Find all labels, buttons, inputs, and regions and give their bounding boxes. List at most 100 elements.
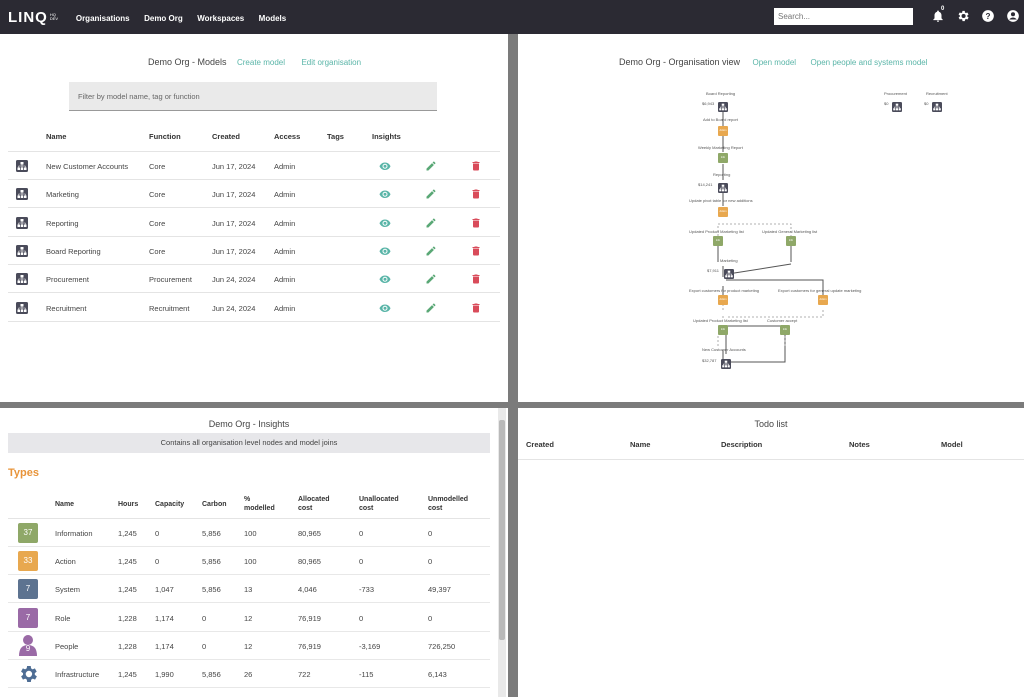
weekly-report-info-node[interactable]: Info: [718, 153, 728, 163]
insight-row[interactable]: 7 System 1,245 1,047 5,856 13 4,046 -733 49,397: [8, 575, 490, 604]
create-model-link[interactable]: Create model: [236, 58, 286, 67]
account-icon[interactable]: [1006, 9, 1020, 23]
type-modelled: 12: [244, 641, 253, 651]
table-row[interactable]: Reporting Core Jun 17, 2024 Admin: [8, 209, 500, 237]
insight-row[interactable]: 7 Role 1,228 1,174 0 12 76,919 0 0: [8, 604, 490, 632]
board-reporting-node[interactable]: [718, 99, 728, 112]
edit-icon[interactable]: [425, 301, 437, 313]
type-unallocated: -3,169: [359, 641, 381, 651]
type-carbon: 5,856: [202, 585, 221, 595]
table-row[interactable]: Board Reporting Core Jun 17, 2024 Admin: [8, 237, 500, 265]
type-capacity: 0: [155, 529, 160, 538]
model-icon: [16, 272, 28, 286]
delete-icon[interactable]: [470, 272, 482, 284]
node-label: Updated Product Marketing list: [689, 229, 744, 234]
export-product-action-node[interactable]: Action: [718, 295, 728, 305]
insight-row[interactable]: Infrastructure 1,245 1,990 5,856 26 722 -115 6,…: [8, 660, 490, 688]
edit-icon[interactable]: [425, 216, 437, 228]
insights-scrollbar[interactable]: [498, 408, 506, 697]
nav-workspaces[interactable]: Workspaces: [197, 14, 245, 23]
nav-models[interactable]: Models: [258, 14, 287, 23]
bell-icon[interactable]: [931, 9, 945, 23]
procurement-node[interactable]: [892, 99, 902, 112]
model-filter-input[interactable]: [69, 82, 437, 111]
view-insights-icon[interactable]: [379, 159, 391, 171]
insights-banner: Contains all organisation level nodes an…: [8, 433, 490, 453]
delete-icon[interactable]: [470, 159, 482, 171]
node-label: Updated General Marketing list: [762, 229, 818, 234]
col-insights: Insights: [372, 132, 401, 141]
insight-row[interactable]: 9 People 1,228 1,174 0 12 76,919 -3,169 726,250: [8, 632, 490, 660]
export-general-action-node[interactable]: Action: [818, 295, 828, 305]
node-label: Weekly Marketing Report: [698, 145, 743, 150]
node-type-label: Action: [719, 210, 727, 213]
recruitment-node[interactable]: [932, 99, 942, 112]
new-customer-accounts-node[interactable]: [721, 356, 731, 369]
delete-icon[interactable]: [470, 244, 482, 256]
edge-dashed: [717, 223, 792, 236]
search-input[interactable]: [774, 8, 913, 25]
type-capacity: 0: [155, 557, 160, 567]
update-pivot-action-node[interactable]: Action: [718, 207, 728, 217]
reporting-node[interactable]: [718, 180, 728, 193]
updated-general-info-node[interactable]: Info: [786, 236, 796, 246]
type-name: Infrastructure: [55, 670, 100, 679]
open-model-link[interactable]: Open model: [752, 58, 797, 67]
view-insights-icon[interactable]: [379, 272, 391, 284]
edit-icon[interactable]: [425, 244, 437, 256]
marketing-node[interactable]: [724, 266, 734, 279]
org-view-panel: Demo Org - Organisation view Open model …: [518, 34, 1024, 402]
edit-icon[interactable]: [425, 187, 437, 199]
type-allocated: 722: [298, 670, 311, 679]
app-logo[interactable]: LINQ HQ DEV: [8, 9, 64, 26]
org-diagram[interactable]: [518, 34, 1024, 402]
delete-icon[interactable]: [470, 301, 482, 313]
model-name[interactable]: Reporting: [46, 218, 79, 228]
view-insights-icon[interactable]: [379, 244, 391, 256]
view-insights-icon[interactable]: [379, 301, 391, 313]
edit-icon[interactable]: [425, 159, 437, 171]
model-name[interactable]: Recruitment: [46, 303, 87, 313]
updated-product-info-node[interactable]: Info: [713, 236, 723, 246]
scrollbar-thumb[interactable]: [499, 420, 505, 640]
model-name[interactable]: New Customer Accounts: [46, 162, 129, 171]
delete-icon[interactable]: [470, 216, 482, 228]
type-unallocated: -733: [359, 585, 375, 595]
help-icon[interactable]: ?: [981, 9, 995, 23]
col-function: Function: [149, 132, 181, 141]
type-modelled: 12: [244, 613, 253, 623]
model-name[interactable]: Board Reporting: [46, 246, 101, 256]
edit-organisation-link[interactable]: Edit organisation: [301, 58, 362, 67]
insight-row[interactable]: 37 Information 1,245 0 5,856 100 80,965 0 0: [8, 519, 490, 547]
org-view-title: Demo Org - Organisation view: [619, 57, 741, 67]
model-name[interactable]: Procurement: [46, 275, 89, 285]
nav-organisations[interactable]: Organisations: [75, 14, 130, 23]
view-insights-icon[interactable]: [379, 187, 391, 199]
table-row[interactable]: Marketing Core Jun 17, 2024 Admin: [8, 180, 500, 209]
nav-demo-org[interactable]: Demo Org: [144, 14, 183, 23]
model-access: Admin: [274, 162, 296, 171]
open-people-systems-link[interactable]: Open people and systems model: [810, 58, 928, 67]
table-row[interactable]: Procurement Procurement Jun 24, 2024 Admin: [8, 265, 500, 294]
node-label: Customer accept: [767, 318, 798, 323]
customer-accept-info-node[interactable]: Info: [780, 325, 790, 335]
type-name: System: [55, 585, 81, 595]
updated-product-info-node-2[interactable]: Info: [718, 325, 728, 335]
type-unallocated: -115: [359, 670, 374, 679]
model-name[interactable]: Marketing: [46, 190, 79, 200]
edit-icon[interactable]: [425, 272, 437, 284]
add-report-action-node[interactable]: Action: [718, 126, 728, 136]
node-type-label: Info: [788, 239, 794, 242]
table-row[interactable]: New Customer Accounts Core Jun 17, 2024 Adm…: [8, 152, 500, 180]
gear-icon[interactable]: [956, 9, 970, 23]
view-insights-icon[interactable]: [379, 216, 391, 228]
node-cost: $7,911: [707, 268, 719, 273]
type-modelled: 26: [244, 670, 253, 679]
header-divider: [8, 151, 500, 152]
table-row[interactable]: Recruitment Recruitment Jun 24, 2024 Admin: [8, 294, 500, 322]
types-heading: Types: [8, 467, 39, 479]
node-type-label: Action: [819, 298, 827, 301]
delete-icon[interactable]: [470, 187, 482, 199]
insight-row[interactable]: 33 Action 1,245 0 5,856 100 80,965 0 0: [8, 547, 490, 576]
people-badge-icon: 9: [18, 634, 38, 656]
